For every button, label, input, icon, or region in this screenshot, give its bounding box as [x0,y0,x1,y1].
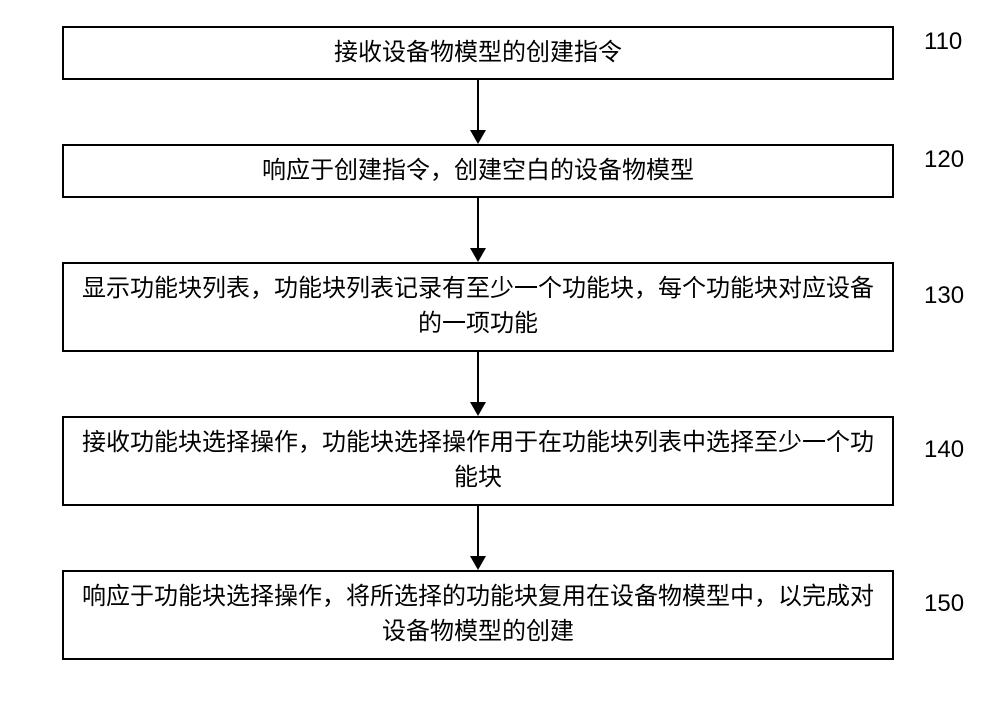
flow-edge-3 [477,352,479,402]
flow-node-1: 接收设备物模型的创建指令 [62,26,894,80]
flow-step-label-2: 120 [924,146,964,174]
flow-node-text: 显示功能块列表，功能块列表记录有至少一个功能块，每个功能块对应设备的一项功能 [76,272,880,342]
flow-node-text: 接收功能块选择操作，功能块选择操作用于在功能块列表中选择至少一个功能块 [76,426,880,496]
flow-edge-2 [477,198,479,248]
arrow-down-icon [470,556,486,570]
arrow-down-icon [470,248,486,262]
flow-step-label-5: 150 [924,590,964,618]
flow-node-2: 响应于创建指令，创建空白的设备物模型 [62,144,894,198]
flow-edge-4 [477,506,479,556]
flow-step-label-3: 130 [924,282,964,310]
flow-step-label-4: 140 [924,436,964,464]
arrow-down-icon [470,402,486,416]
flowchart-canvas: 接收设备物模型的创建指令 110 响应于创建指令，创建空白的设备物模型 120 … [0,0,1000,725]
flow-step-label-1: 110 [924,28,962,56]
flow-node-text: 接收设备物模型的创建指令 [334,36,622,71]
flow-node-3: 显示功能块列表，功能块列表记录有至少一个功能块，每个功能块对应设备的一项功能 [62,262,894,352]
flow-node-4: 接收功能块选择操作，功能块选择操作用于在功能块列表中选择至少一个功能块 [62,416,894,506]
flow-node-5: 响应于功能块选择操作，将所选择的功能块复用在设备物模型中，以完成对设备物模型的创… [62,570,894,660]
flow-node-text: 响应于创建指令，创建空白的设备物模型 [262,154,694,189]
flow-node-text: 响应于功能块选择操作，将所选择的功能块复用在设备物模型中，以完成对设备物模型的创… [76,580,880,650]
flow-edge-1 [477,80,479,130]
arrow-down-icon [470,130,486,144]
